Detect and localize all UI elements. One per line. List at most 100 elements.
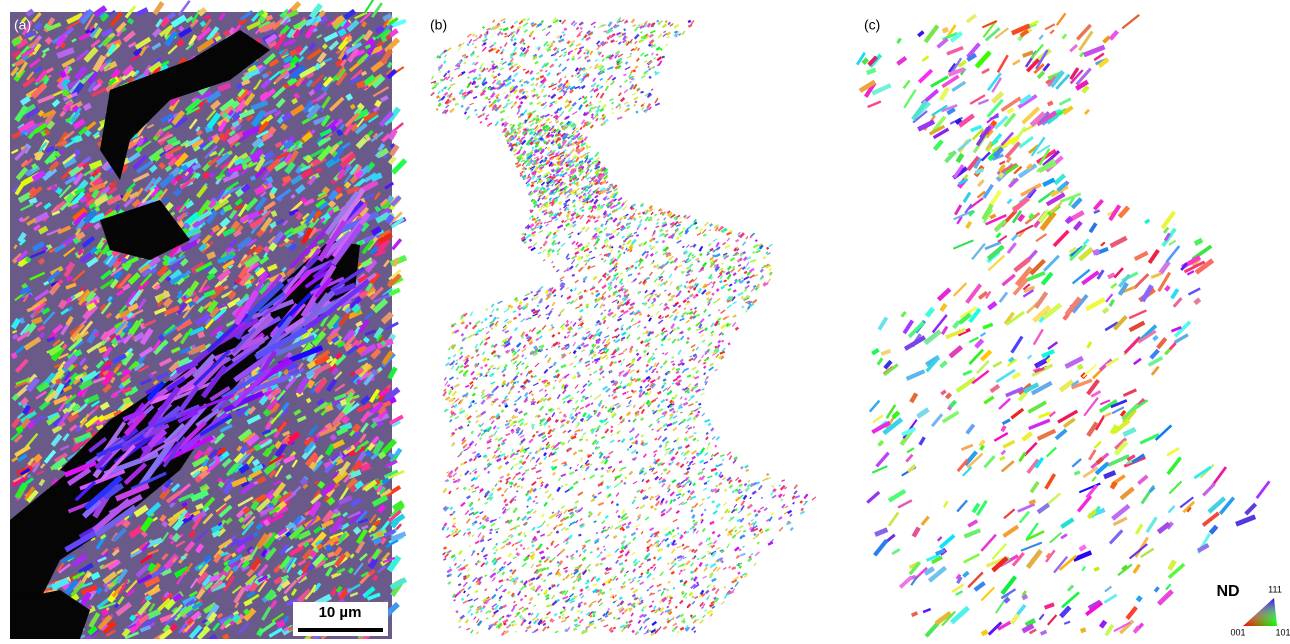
grain <box>443 558 447 561</box>
grain <box>691 595 694 598</box>
grain <box>680 570 683 573</box>
grain <box>649 605 653 608</box>
grain <box>691 626 695 630</box>
grain <box>463 443 468 448</box>
grain <box>632 322 637 326</box>
grain <box>540 534 545 537</box>
grain <box>535 363 540 368</box>
grain <box>745 309 748 313</box>
grain <box>542 240 547 246</box>
grain <box>734 581 739 587</box>
grain <box>516 372 519 375</box>
grain <box>592 361 594 364</box>
grain <box>655 225 659 228</box>
grain <box>662 353 664 355</box>
grain <box>479 437 482 440</box>
grain <box>491 309 494 314</box>
grain <box>580 389 585 394</box>
grain <box>640 52 644 56</box>
grain <box>686 467 690 471</box>
grain <box>599 602 603 606</box>
grain <box>635 260 639 263</box>
grain <box>582 412 587 417</box>
grain <box>531 327 536 332</box>
grain <box>623 574 626 577</box>
grain <box>471 356 475 359</box>
panel-b <box>430 17 816 636</box>
grain <box>492 613 496 618</box>
grain <box>676 224 681 227</box>
grain <box>587 588 590 591</box>
grain <box>752 490 757 495</box>
grain <box>680 479 686 484</box>
grain <box>641 434 645 437</box>
grain <box>506 420 508 423</box>
grain <box>557 407 561 410</box>
grain <box>793 484 798 489</box>
grain <box>486 114 490 117</box>
grain <box>554 613 558 617</box>
grain <box>693 438 697 442</box>
grain <box>692 244 696 248</box>
grain <box>561 170 564 173</box>
grain <box>570 289 573 292</box>
grain <box>728 566 731 569</box>
grain <box>533 605 536 607</box>
grain <box>650 505 654 509</box>
grain <box>694 596 698 599</box>
grain <box>469 441 475 447</box>
grain <box>496 427 499 429</box>
grain <box>673 587 676 590</box>
grain <box>457 573 461 578</box>
grain <box>591 402 594 405</box>
grain <box>647 314 650 317</box>
grain <box>626 621 629 624</box>
grain <box>734 530 737 533</box>
grain <box>613 617 616 620</box>
grain <box>661 509 666 514</box>
grain <box>648 317 652 321</box>
grain <box>563 28 567 31</box>
grain <box>557 126 559 128</box>
grain <box>493 568 497 572</box>
grain <box>460 502 466 507</box>
grain <box>529 597 534 602</box>
grain <box>524 535 526 538</box>
grain <box>704 509 707 512</box>
grain <box>548 328 553 332</box>
grain <box>477 432 481 437</box>
grain <box>599 303 603 309</box>
grain <box>754 563 757 567</box>
grain <box>627 56 632 59</box>
grain <box>524 392 529 397</box>
grain <box>580 595 584 599</box>
grain <box>602 376 605 378</box>
grain <box>678 572 681 575</box>
grain <box>521 477 525 481</box>
grain <box>611 102 614 105</box>
grain <box>510 25 514 29</box>
grain <box>594 303 599 308</box>
grain <box>689 460 693 464</box>
grain <box>583 432 587 435</box>
grain <box>686 320 690 323</box>
grain <box>543 86 546 89</box>
grain <box>710 330 714 334</box>
grain <box>543 579 546 582</box>
grain <box>484 342 488 346</box>
grain <box>535 337 539 341</box>
grain <box>505 503 509 506</box>
grain <box>501 571 505 575</box>
grain <box>531 456 535 460</box>
grain <box>590 124 594 128</box>
grain <box>677 338 681 341</box>
grain <box>650 566 653 569</box>
grain <box>570 300 575 305</box>
grain <box>612 217 617 222</box>
grain <box>663 387 668 391</box>
grain <box>660 365 663 368</box>
grain <box>562 430 566 433</box>
grain <box>537 197 541 202</box>
grain <box>680 613 684 617</box>
grain <box>721 340 724 343</box>
